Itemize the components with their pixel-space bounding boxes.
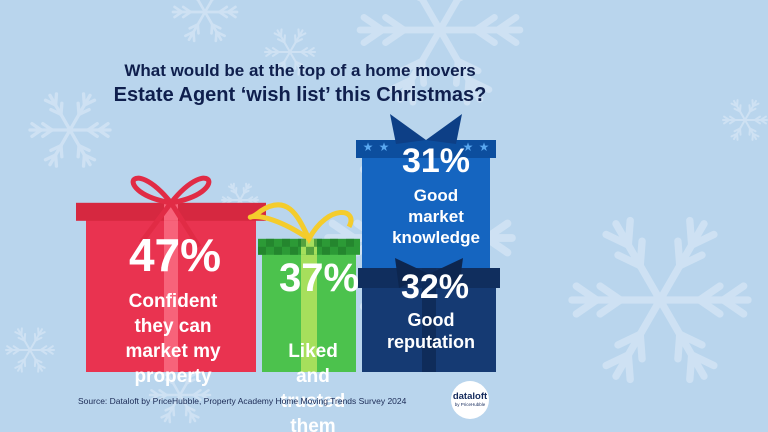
lid-pattern — [266, 238, 274, 247]
lid-pattern — [322, 246, 330, 255]
category-label: Confident — [129, 291, 218, 312]
gift-ribbon — [422, 284, 436, 372]
lid-pattern — [258, 246, 266, 255]
category-label: market — [408, 207, 464, 226]
bow-icon — [390, 114, 462, 144]
category-label: and — [296, 366, 330, 387]
snowflake-icon — [171, 0, 239, 43]
bow-icon — [130, 175, 212, 206]
lid-pattern — [274, 246, 282, 255]
gift-bar-2: 37% Liked and trusted them — [247, 202, 360, 432]
lid-pattern — [298, 238, 306, 247]
snowflake-icon — [568, 216, 752, 384]
gift-body — [362, 154, 490, 268]
category-label: property — [134, 366, 212, 387]
lid-pattern — [346, 238, 354, 247]
category-label: market my — [125, 341, 220, 362]
chart-title-line-1: What would be at the top of a home mover… — [124, 61, 476, 80]
snowflake-icon — [28, 92, 112, 168]
star-icon: ★ — [363, 140, 374, 154]
snowflake-icon — [148, 366, 212, 424]
gift-bar-1: 47% Confident they can market my property — [76, 175, 266, 387]
snowflake-icon — [356, 0, 524, 106]
value-label: 31% — [402, 142, 470, 180]
category-label: them — [290, 416, 335, 432]
lid-pattern — [282, 238, 290, 247]
category-label: Liked — [288, 341, 338, 362]
snowflake-icon — [5, 327, 55, 373]
category-label: knowledge — [392, 228, 480, 247]
category-label: Good — [408, 310, 455, 330]
snowflake-icon — [263, 28, 317, 76]
lid-pattern — [314, 238, 322, 247]
bow-tails — [139, 201, 202, 249]
snowflake-icon — [722, 99, 768, 141]
lid-pattern — [330, 238, 338, 247]
category-label: they can — [134, 316, 211, 337]
gift-ribbon — [164, 216, 178, 372]
logo-sub-text: by PriceHubble — [454, 402, 486, 407]
star-icon: ★ — [379, 140, 390, 154]
value-label: 37% — [279, 256, 359, 300]
logo-main-text: dataloft — [452, 391, 488, 402]
bow-icon — [247, 202, 354, 245]
lid-pattern — [290, 246, 298, 255]
star-icon: ★ — [479, 140, 490, 154]
star-icon: ★ — [463, 140, 474, 154]
gift-ribbon — [301, 250, 317, 372]
category-label: trusted — [281, 391, 345, 412]
lid-pattern — [306, 246, 314, 255]
chart-title-line-2: Estate Agent ‘wish list’ this Christmas? — [113, 84, 487, 106]
lid-pattern — [338, 246, 346, 255]
value-label: 32% — [401, 268, 469, 306]
bow-icon — [395, 258, 463, 288]
category-label: reputation — [387, 332, 475, 352]
value-label: 47% — [129, 229, 221, 281]
gift-lid — [356, 140, 496, 158]
dataloft-logo: dataloft by PriceHubble — [451, 381, 489, 419]
source-note: Source: Dataloft by PriceHubble, Propert… — [78, 396, 407, 406]
category-label: Good — [414, 186, 458, 205]
